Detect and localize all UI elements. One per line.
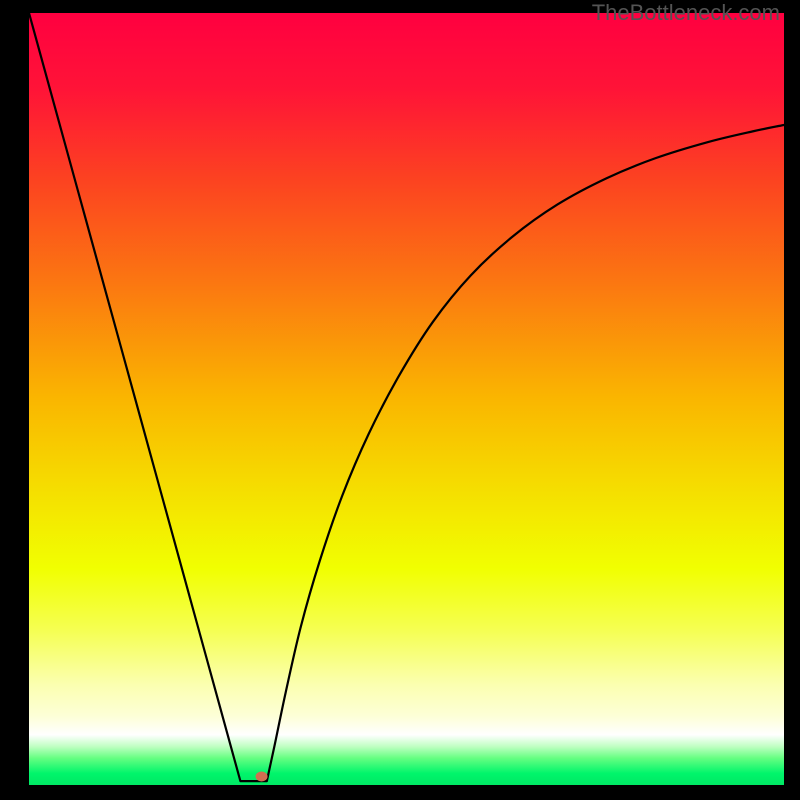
optimum-marker (256, 772, 268, 782)
watermark-text: TheBottleneck.com (592, 0, 780, 26)
plot-svg (29, 13, 784, 785)
gradient-background (29, 13, 784, 785)
plot-area (29, 13, 784, 785)
chart-stage: TheBottleneck.com (0, 0, 800, 800)
